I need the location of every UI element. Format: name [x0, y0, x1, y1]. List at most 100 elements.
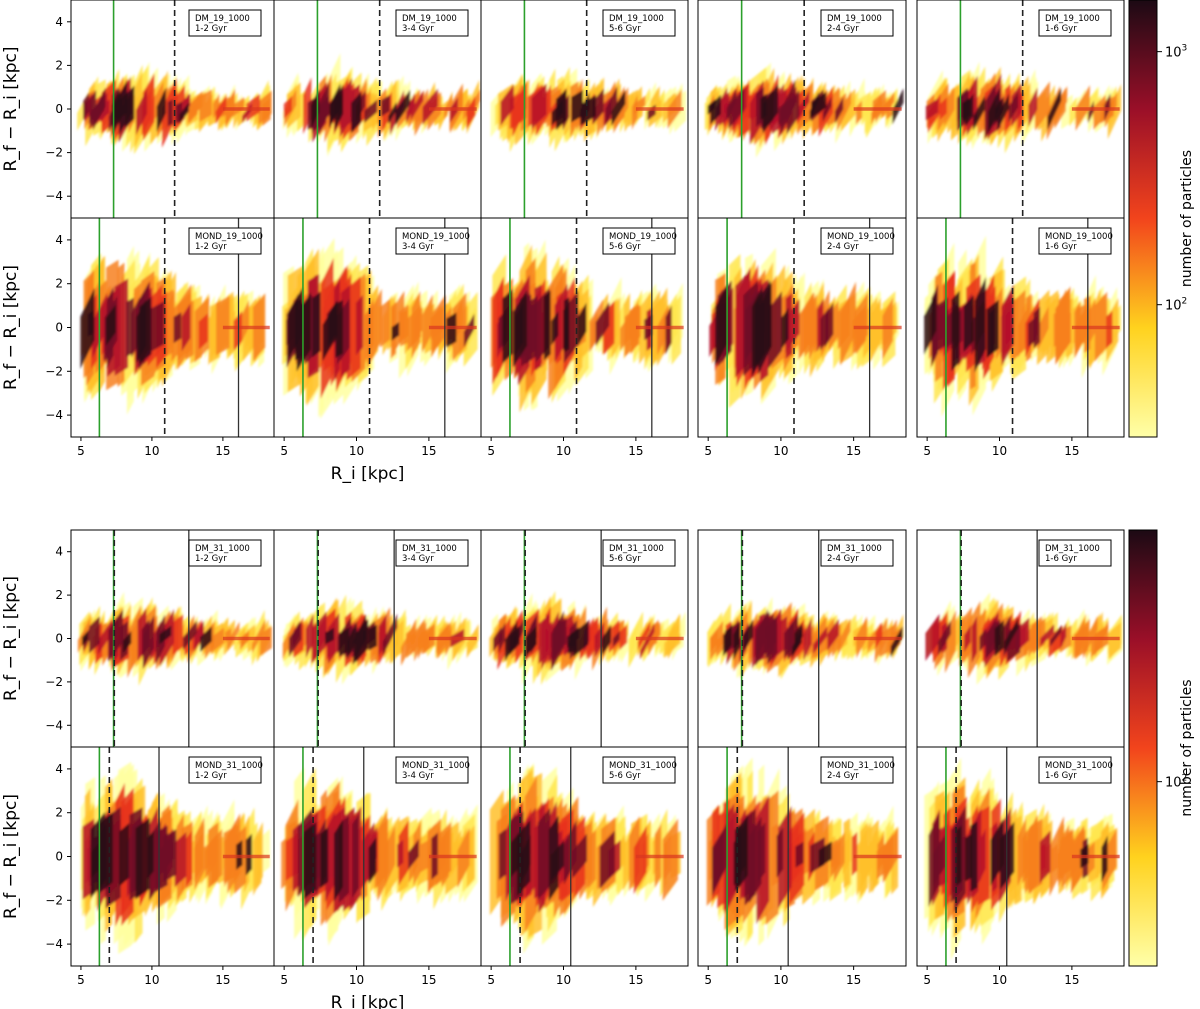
panel-model-label: MOND_31_1000	[1045, 761, 1113, 771]
density-streak	[222, 854, 270, 859]
panel-period-label: 3-4 Gyr	[402, 554, 434, 564]
density-streak	[122, 630, 132, 654]
panel-period-label: 1-6 Gyr	[1045, 242, 1077, 252]
panel-model-label: MOND_31_1000	[402, 761, 470, 771]
panel-model-label: DM_31_1000	[827, 544, 882, 554]
panel-label-box	[188, 227, 262, 255]
density-streak	[962, 98, 971, 121]
density-streak	[408, 839, 419, 870]
density-streak	[1028, 87, 1038, 127]
density-streak	[368, 836, 377, 885]
density-streak	[573, 620, 589, 658]
x-tick-label: 10	[144, 973, 159, 987]
density-streak	[408, 93, 415, 117]
density-streak	[820, 308, 829, 351]
density-streak	[964, 625, 971, 653]
panel-period-label: 2-4 Gyr	[827, 771, 859, 781]
heatmap-density	[282, 594, 479, 685]
density-streak	[355, 619, 369, 663]
y-axis-label: R_f − R_i [kpc]	[1, 46, 21, 171]
density-streak	[80, 287, 95, 369]
density-streak	[715, 284, 728, 367]
density-streak	[391, 322, 400, 341]
density-streak	[182, 620, 197, 651]
density-streak	[427, 92, 442, 131]
density-streak	[428, 854, 477, 859]
panel-label-box	[1038, 9, 1112, 37]
density-streak	[1071, 325, 1120, 330]
density-streak	[965, 833, 973, 882]
density-streak	[599, 830, 615, 889]
density-streak	[571, 90, 584, 123]
density-streak	[256, 830, 262, 890]
density-streak	[510, 88, 526, 130]
density-streak	[260, 625, 272, 657]
y-tick-label: 0	[55, 632, 63, 646]
density-streak	[665, 305, 672, 355]
density-streak	[795, 841, 804, 868]
panel-period-label: 1-6 Gyr	[1045, 771, 1077, 781]
density-streak	[628, 611, 644, 669]
density-streak	[463, 313, 475, 348]
panel-frame	[916, 217, 1125, 438]
panel-model-label: MOND_19_1000	[827, 232, 895, 242]
density-streak	[388, 101, 397, 125]
density-streak	[198, 313, 208, 350]
colorbar-label: number of particles	[1179, 150, 1195, 287]
density-streak	[932, 834, 945, 887]
x-axis-label: R_i [kpc]	[331, 464, 405, 484]
density-streak	[833, 831, 845, 883]
panel-period-label: 3-4 Gyr	[402, 771, 434, 781]
density-streak	[988, 87, 1000, 134]
density-streak	[368, 624, 378, 651]
density-streak	[200, 626, 212, 652]
density-streak	[514, 302, 524, 357]
density-streak	[1017, 818, 1027, 887]
heatmap-density	[925, 592, 1123, 686]
density-streak	[173, 312, 182, 344]
density-streak	[1037, 306, 1049, 351]
density-streak	[1087, 841, 1095, 877]
panel-label-box	[820, 9, 894, 37]
density-streak	[925, 98, 939, 121]
density-streak	[723, 95, 730, 126]
density-streak	[381, 94, 390, 117]
density-streak	[542, 621, 553, 658]
density-streak	[963, 295, 974, 353]
density-streak	[1047, 87, 1062, 130]
density-streak	[398, 304, 409, 344]
density-streak	[211, 829, 223, 887]
density-streak	[520, 834, 531, 884]
density-streak	[493, 626, 502, 652]
density-streak	[723, 624, 732, 657]
density-streak	[853, 636, 902, 641]
density-streak	[987, 618, 997, 654]
x-tick-label: 15	[846, 973, 861, 987]
y-tick-label: −2	[45, 146, 63, 160]
density-streak	[167, 99, 173, 127]
density-streak	[340, 77, 352, 138]
density-streak	[135, 817, 150, 900]
heatmap-density	[282, 237, 478, 419]
colorbar	[1128, 529, 1158, 967]
density-streak	[997, 93, 1010, 132]
density-streak	[840, 88, 856, 132]
density-streak	[543, 290, 551, 361]
panel-period-label: 3-4 Gyr	[402, 242, 434, 252]
colorbar-tick-label: 103	[1165, 44, 1187, 61]
density-streak	[979, 628, 987, 653]
panel-label-box	[1038, 539, 1112, 567]
heatmap-density	[281, 767, 478, 947]
y-tick-label: 0	[55, 850, 63, 864]
density-streak	[648, 620, 660, 649]
density-streak	[809, 91, 819, 121]
density-streak	[776, 827, 784, 878]
density-streak	[112, 80, 127, 136]
density-streak	[822, 96, 832, 122]
